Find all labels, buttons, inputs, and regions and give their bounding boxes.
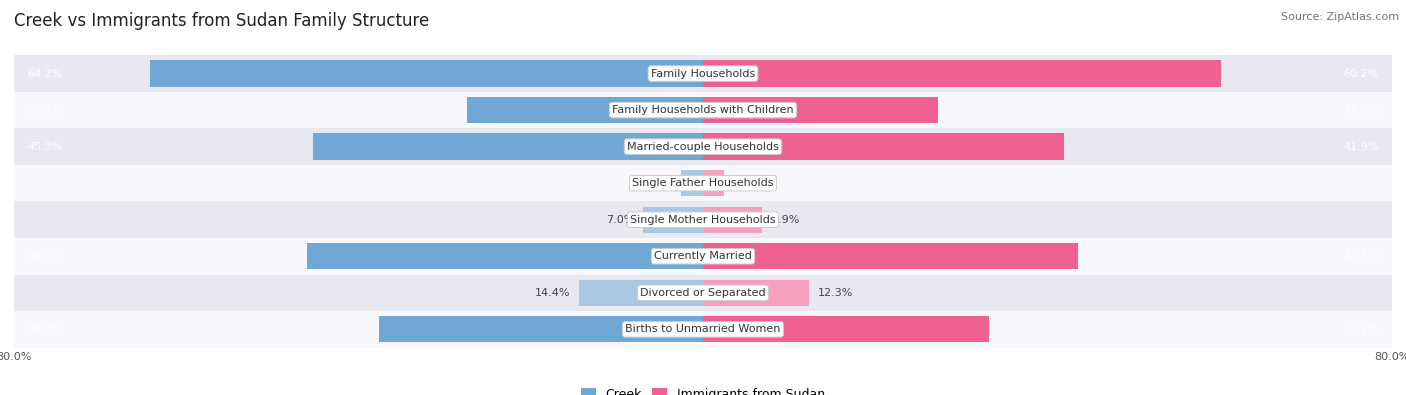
Text: 64.2%: 64.2% xyxy=(27,69,62,79)
Bar xyxy=(307,243,703,269)
Bar xyxy=(467,97,703,123)
Text: 27.4%: 27.4% xyxy=(27,105,63,115)
Text: Family Households with Children: Family Households with Children xyxy=(612,105,794,115)
Bar xyxy=(703,316,988,342)
Text: 43.5%: 43.5% xyxy=(1344,251,1379,261)
Legend: Creek, Immigrants from Sudan: Creek, Immigrants from Sudan xyxy=(575,383,831,395)
Text: 27.3%: 27.3% xyxy=(1344,105,1379,115)
Bar xyxy=(14,92,1392,128)
Text: 12.3%: 12.3% xyxy=(817,288,853,298)
Text: Currently Married: Currently Married xyxy=(654,251,752,261)
Text: Source: ZipAtlas.com: Source: ZipAtlas.com xyxy=(1281,12,1399,22)
Text: Single Mother Households: Single Mother Households xyxy=(630,215,776,225)
Text: 41.9%: 41.9% xyxy=(1344,142,1379,152)
Bar xyxy=(14,275,1392,311)
Bar xyxy=(579,280,703,306)
Text: 46.0%: 46.0% xyxy=(27,251,62,261)
Text: Births to Unmarried Women: Births to Unmarried Women xyxy=(626,324,780,334)
Bar xyxy=(703,170,724,196)
Text: 7.0%: 7.0% xyxy=(606,215,634,225)
Text: 14.4%: 14.4% xyxy=(534,288,571,298)
Bar xyxy=(14,201,1392,238)
Text: 33.2%: 33.2% xyxy=(1344,324,1379,334)
Text: Married-couple Households: Married-couple Households xyxy=(627,142,779,152)
Bar xyxy=(643,207,703,233)
Text: 45.3%: 45.3% xyxy=(27,142,62,152)
Text: 2.4%: 2.4% xyxy=(733,178,761,188)
Bar xyxy=(14,311,1392,348)
Bar xyxy=(681,170,703,196)
Bar xyxy=(380,316,703,342)
Text: 60.2%: 60.2% xyxy=(1344,69,1379,79)
Bar xyxy=(14,238,1392,275)
Bar xyxy=(703,280,808,306)
Bar xyxy=(703,97,938,123)
Bar xyxy=(314,134,703,160)
Text: Divorced or Separated: Divorced or Separated xyxy=(640,288,766,298)
Bar xyxy=(14,55,1392,92)
Text: Family Households: Family Households xyxy=(651,69,755,79)
Bar xyxy=(703,134,1064,160)
Bar xyxy=(703,60,1222,87)
Bar xyxy=(14,165,1392,201)
Bar xyxy=(150,60,703,87)
Text: 2.6%: 2.6% xyxy=(644,178,672,188)
Bar xyxy=(14,128,1392,165)
Text: 6.9%: 6.9% xyxy=(770,215,800,225)
Text: 37.6%: 37.6% xyxy=(27,324,62,334)
Text: Creek vs Immigrants from Sudan Family Structure: Creek vs Immigrants from Sudan Family St… xyxy=(14,12,429,30)
Bar xyxy=(703,207,762,233)
Text: Single Father Households: Single Father Households xyxy=(633,178,773,188)
Bar xyxy=(703,243,1077,269)
